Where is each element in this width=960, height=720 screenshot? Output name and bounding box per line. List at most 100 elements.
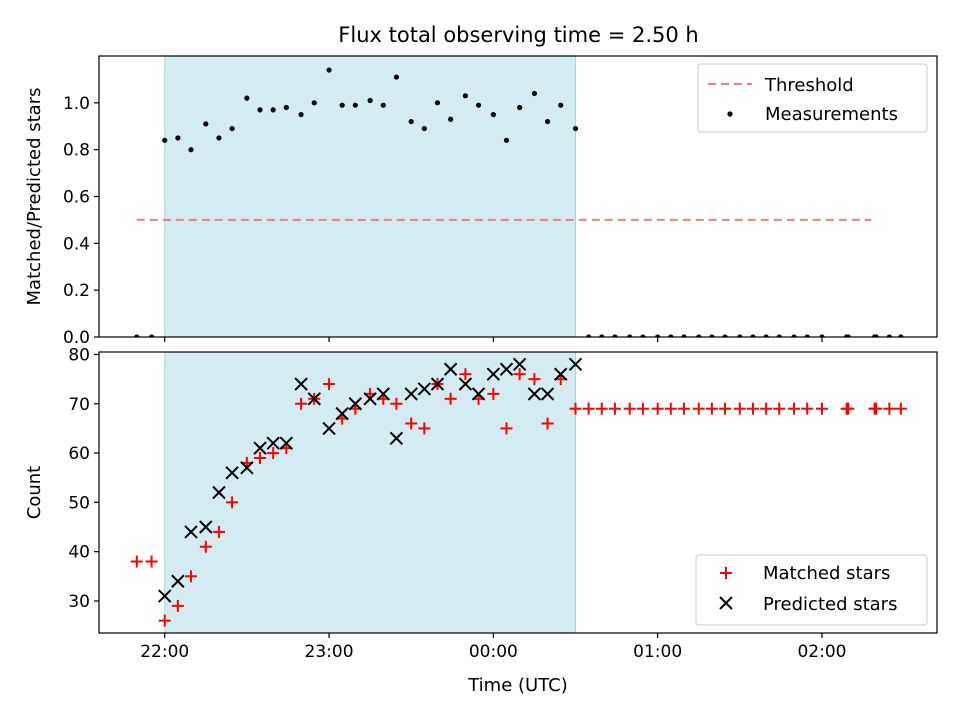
data-point: [873, 334, 879, 337]
data-point: [283, 104, 289, 111]
data-point: [692, 402, 705, 415]
data-point: [512, 357, 527, 372]
y-axis-label: Count: [24, 466, 45, 519]
data-point: [475, 102, 482, 108]
data-point: [788, 402, 801, 415]
data-point: [266, 436, 280, 450]
data-point: [471, 387, 486, 401]
data-point: [367, 97, 373, 104]
data-point: [737, 334, 743, 337]
axes-frame: [98, 351, 938, 634]
bottom-legend: Matched stars Predicted stars: [695, 554, 928, 626]
data-point: [801, 402, 814, 415]
data-point: [390, 397, 403, 410]
data-point: [894, 402, 907, 415]
data-point: [664, 402, 677, 415]
legend-matched-label: Matched stars: [763, 563, 890, 584]
data-point: [376, 387, 390, 401]
data-point: [158, 589, 172, 603]
data-point: [677, 402, 690, 415]
data-point: [294, 377, 308, 391]
data-point: [254, 451, 267, 464]
legend-measurements-label: Measurements: [765, 104, 898, 125]
data-point: [791, 334, 797, 337]
data-point: [845, 334, 851, 337]
data-point: [540, 387, 555, 401]
data-point: [352, 102, 358, 108]
x-tick-label: 23:00: [305, 642, 354, 662]
data-point: [696, 334, 702, 337]
data-point: [458, 377, 473, 391]
chart-title: Flux total observing time = 2.50 h: [338, 23, 698, 47]
x-tick-label: 22:00: [140, 642, 189, 662]
y-tick-label: 80: [68, 345, 90, 365]
data-point: [760, 402, 773, 415]
data-point: [459, 368, 472, 381]
data-point: [393, 74, 400, 80]
data-point: [408, 118, 414, 125]
data-point: [599, 334, 605, 337]
data-point: [719, 402, 732, 415]
data-point: [348, 397, 363, 411]
data-point: [203, 121, 209, 127]
data-point: [148, 334, 155, 337]
data-point: [528, 373, 541, 386]
data-point: [883, 402, 896, 415]
legend-matched-swatch: [720, 567, 732, 579]
data-point: [636, 402, 649, 415]
legend-predicted-swatch: [719, 596, 733, 610]
series-matched-stars: [130, 368, 907, 627]
data-point: [212, 485, 226, 500]
data-point: [487, 387, 500, 400]
data-point: [404, 387, 418, 401]
legend-predicted-label: Predicted stars: [763, 594, 897, 615]
data-point: [257, 107, 263, 113]
data-point: [216, 135, 222, 141]
data-point: [158, 614, 171, 627]
data-point: [175, 135, 181, 141]
data-point: [651, 402, 664, 415]
data-point: [421, 125, 427, 132]
data-point: [568, 357, 583, 372]
data-point: [270, 107, 276, 113]
data-point: [171, 574, 185, 588]
data-point: [212, 525, 225, 538]
data-point: [750, 334, 756, 337]
data-point: [776, 334, 782, 337]
bottom-panel: 30 40 50 60 70 80 22:00 23:00 00:00 01:00 02:00 Cou…: [24, 345, 938, 696]
data-point: [773, 402, 786, 415]
data-point: [722, 334, 728, 337]
data-point: [733, 402, 746, 415]
data-point: [870, 402, 883, 415]
data-point: [418, 422, 431, 435]
data-point: [145, 555, 158, 568]
data-point: [322, 421, 336, 436]
data-point: [434, 100, 441, 106]
data-point: [595, 402, 608, 415]
data-point: [443, 362, 458, 376]
data-point: [500, 422, 513, 435]
data-point: [490, 111, 496, 118]
data-point: [226, 496, 239, 509]
data-point: [323, 378, 336, 391]
data-point: [326, 67, 332, 73]
y-tick-label: 0.0: [63, 328, 90, 348]
legend-threshold-label: Threshold: [764, 75, 854, 96]
series-measurements: [134, 67, 904, 337]
data-point: [763, 334, 769, 337]
data-point: [462, 93, 469, 99]
y-axis-label: Matched/Predicted stars: [24, 88, 45, 306]
data-point: [389, 431, 404, 445]
data-point: [185, 570, 198, 583]
y-tick-label: 0.4: [63, 234, 90, 254]
data-point: [503, 137, 510, 143]
data-point: [405, 417, 418, 430]
data-point: [430, 377, 445, 391]
y-tick-label: 30: [68, 592, 90, 612]
legend-measurements-swatch: [727, 111, 733, 117]
data-point: [486, 367, 501, 381]
data-point: [380, 102, 386, 108]
data-point: [171, 599, 184, 612]
data-point: [244, 95, 250, 101]
